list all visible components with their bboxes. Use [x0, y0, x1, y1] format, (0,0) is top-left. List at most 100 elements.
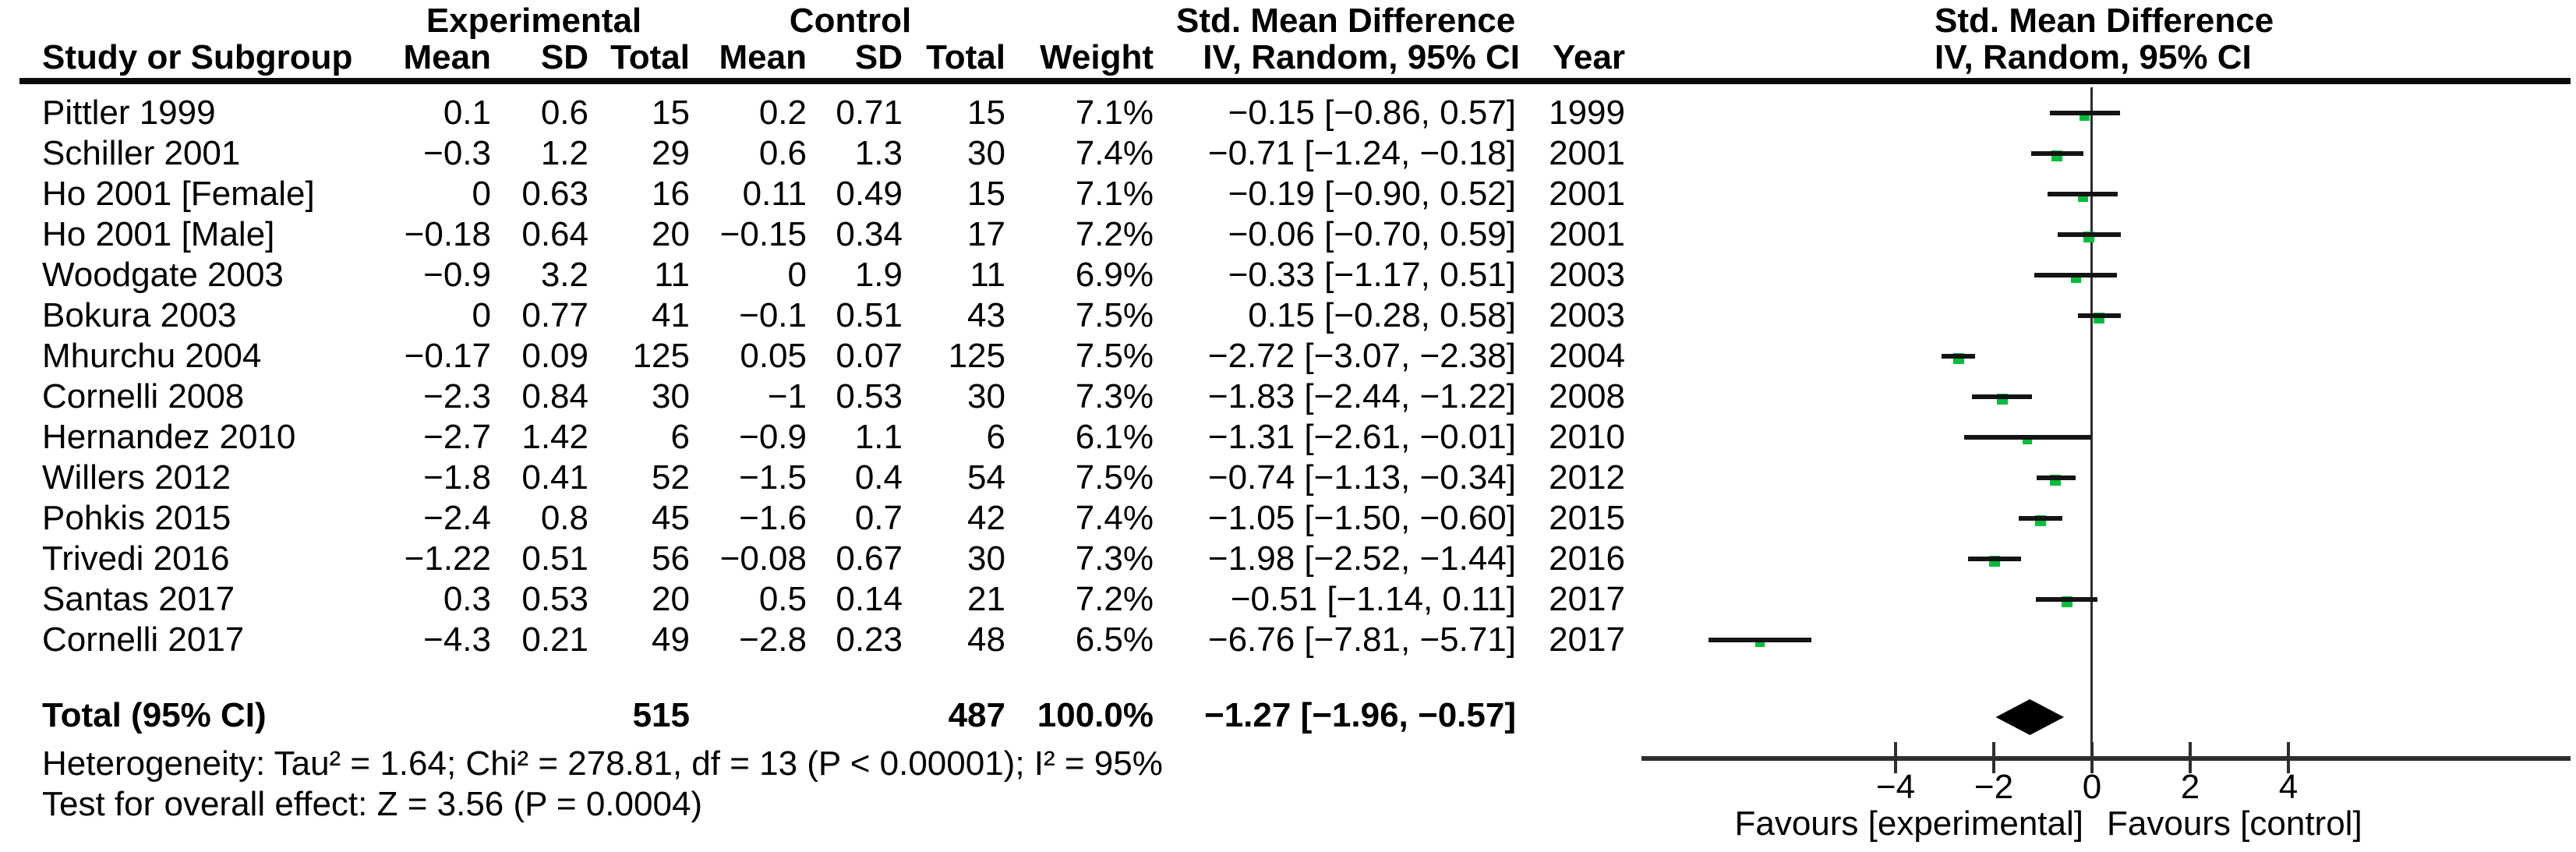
tick-label: −2 — [1974, 768, 2014, 806]
exp-mean-cell: 0 — [472, 296, 491, 334]
iv-ci-cell: −1.83 [−2.44, −1.22] — [1207, 377, 1516, 415]
tick-label: 4 — [2278, 768, 2299, 806]
tick-mark — [2189, 742, 2192, 773]
ctrl-total-cell: 15 — [967, 175, 1005, 213]
exp-mean-cell: −0.3 — [423, 134, 491, 172]
iv-ci-cell: −0.15 [−0.86, 0.57] — [1228, 94, 1516, 132]
exp-total-cell: 29 — [652, 134, 690, 172]
exp-total-cell: 6 — [670, 418, 690, 456]
plot-header-iv-ci: IV, Random, 95% CI — [1935, 38, 2252, 76]
ctrl-total-cell: 48 — [967, 620, 1005, 659]
ctrl-total-cell: 30 — [967, 134, 1005, 172]
favours-right-label: Favours [control] — [2107, 804, 2362, 843]
study-name-cell: Pohkis 2015 — [42, 499, 231, 537]
ci-line — [2034, 273, 2118, 278]
ctrl-sd-cell: 0.53 — [836, 377, 903, 415]
study-name-cell: Santas 2017 — [42, 580, 235, 618]
total-weight-cell: 100.0% — [1037, 696, 1154, 734]
weight-cell: 7.5% — [1075, 337, 1154, 375]
weight-cell: 7.3% — [1075, 539, 1154, 578]
iv-ci-cell: −1.98 [−2.52, −1.44] — [1207, 539, 1516, 578]
ctrl-mean-cell: −1 — [767, 377, 807, 415]
exp-total-cell: 20 — [652, 580, 690, 618]
iv-ci-cell: −0.06 [−0.70, 0.59] — [1228, 215, 1516, 253]
ctrl-total-cell: 21 — [967, 580, 1005, 618]
study-name-cell: Trivedi 2016 — [42, 539, 230, 578]
ctrl-total-cell: 43 — [967, 296, 1005, 334]
ctrl-mean-cell: −0.08 — [719, 539, 807, 578]
year-cell: 2003 — [1549, 256, 1625, 294]
ctrl-total-cell: 17 — [967, 215, 1005, 253]
col-header-study: Study or Subgroup — [42, 38, 353, 76]
exp-sd-cell: 0.09 — [521, 337, 588, 375]
plot-header-smd: Std. Mean Difference — [1935, 2, 2274, 40]
total-ci-cell: −1.27 [−1.96, −0.57] — [1204, 696, 1516, 734]
exp-sd-cell: 0.53 — [521, 580, 588, 618]
exp-mean-cell: −2.4 — [423, 499, 491, 537]
weight-cell: 7.3% — [1075, 377, 1154, 415]
tick-mark — [2090, 742, 2094, 773]
exp-sd-cell: 0.77 — [521, 296, 588, 334]
year-cell: 2003 — [1549, 296, 1625, 334]
ci-line — [1968, 557, 2022, 561]
exp-total-cell: 125 — [632, 337, 690, 375]
tick-label: 2 — [2180, 768, 2200, 806]
col-header-weight: Weight — [1040, 38, 1154, 76]
study-name-cell: Cornelli 2017 — [42, 620, 245, 659]
year-cell: 2001 — [1549, 175, 1625, 213]
ctrl-total-cell: 15 — [967, 94, 1005, 132]
ctrl-sd-cell: 0.71 — [836, 94, 903, 132]
exp-sd-cell: 0.6 — [540, 94, 588, 132]
exp-mean-cell: −1.22 — [404, 539, 491, 578]
study-name-cell: Mhurchu 2004 — [42, 337, 262, 375]
study-name-cell: Ho 2001 [Male] — [42, 215, 275, 253]
ctrl-total-cell: 6 — [986, 418, 1005, 456]
ci-line — [1963, 435, 2092, 440]
ctrl-sd-cell: 0.7 — [854, 499, 903, 537]
x-axis-line — [1641, 756, 2571, 761]
year-cell: 2015 — [1549, 499, 1625, 537]
exp-total-cell: 16 — [652, 175, 690, 213]
weight-cell: 6.5% — [1075, 620, 1154, 659]
ci-line — [2036, 475, 2076, 480]
tick-label: 0 — [2082, 768, 2102, 806]
exp-sd-cell: 0.21 — [521, 620, 588, 659]
exp-total-cell: 20 — [652, 215, 690, 253]
year-cell: 2008 — [1549, 377, 1625, 415]
ctrl-total-cell: 42 — [967, 499, 1005, 537]
exp-total-cell: 15 — [652, 94, 690, 132]
group-header-control: Control — [789, 2, 912, 40]
exp-sd-cell: 1.2 — [540, 134, 588, 172]
exp-mean-cell: 0.1 — [443, 94, 491, 132]
weight-cell: 7.5% — [1075, 458, 1154, 497]
year-cell: 2010 — [1549, 418, 1625, 456]
ci-line — [2078, 313, 2121, 318]
ctrl-mean-cell: 0.05 — [740, 337, 807, 375]
weight-cell: 7.4% — [1075, 134, 1154, 172]
ci-line — [2030, 151, 2083, 156]
iv-ci-cell: −6.76 [−7.81, −5.71] — [1207, 620, 1516, 659]
exp-sd-cell: 0.8 — [540, 499, 588, 537]
col-header-iv-ci: IV, Random, 95% CI — [1203, 38, 1520, 76]
heterogeneity-note: Heterogeneity: Tau² = 1.64; Chi² = 278.8… — [42, 744, 1163, 783]
exp-total-cell: 30 — [652, 377, 690, 415]
total-row-label: Total (95% CI) — [42, 696, 267, 734]
ctrl-mean-cell: −0.15 — [719, 215, 807, 253]
col-header-ctrl-sd: SD — [854, 38, 903, 76]
study-name-cell: Woodgate 2003 — [42, 256, 284, 294]
iv-ci-cell: 0.15 [−0.28, 0.58] — [1248, 296, 1516, 334]
group-header-smd: Std. Mean Difference — [1176, 2, 1516, 40]
exp-total-cell: 52 — [652, 458, 690, 497]
iv-ci-cell: −2.72 [−3.07, −2.38] — [1207, 337, 1516, 375]
exp-mean-cell: −0.9 — [423, 256, 491, 294]
iv-ci-cell: −1.05 [−1.50, −0.60] — [1207, 499, 1516, 537]
ctrl-sd-cell: 1.3 — [854, 134, 903, 172]
ctrl-mean-cell: −1.6 — [739, 499, 807, 537]
exp-mean-cell: 0 — [472, 175, 491, 213]
exp-total-cell: 49 — [652, 620, 690, 659]
study-name-cell: Schiller 2001 — [42, 134, 241, 172]
ci-line — [2036, 597, 2097, 602]
zero-line — [2090, 87, 2093, 758]
ctrl-sd-cell: 0.34 — [836, 215, 903, 253]
exp-mean-cell: −4.3 — [423, 620, 491, 659]
